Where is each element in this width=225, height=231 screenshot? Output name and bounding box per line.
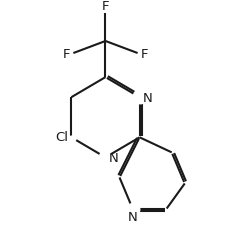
Text: F: F [102, 0, 109, 13]
Text: Cl: Cl [55, 130, 68, 143]
Text: N: N [108, 151, 118, 164]
Text: N: N [128, 210, 137, 223]
Text: F: F [141, 47, 148, 60]
Text: F: F [63, 47, 70, 60]
Text: N: N [143, 91, 152, 104]
